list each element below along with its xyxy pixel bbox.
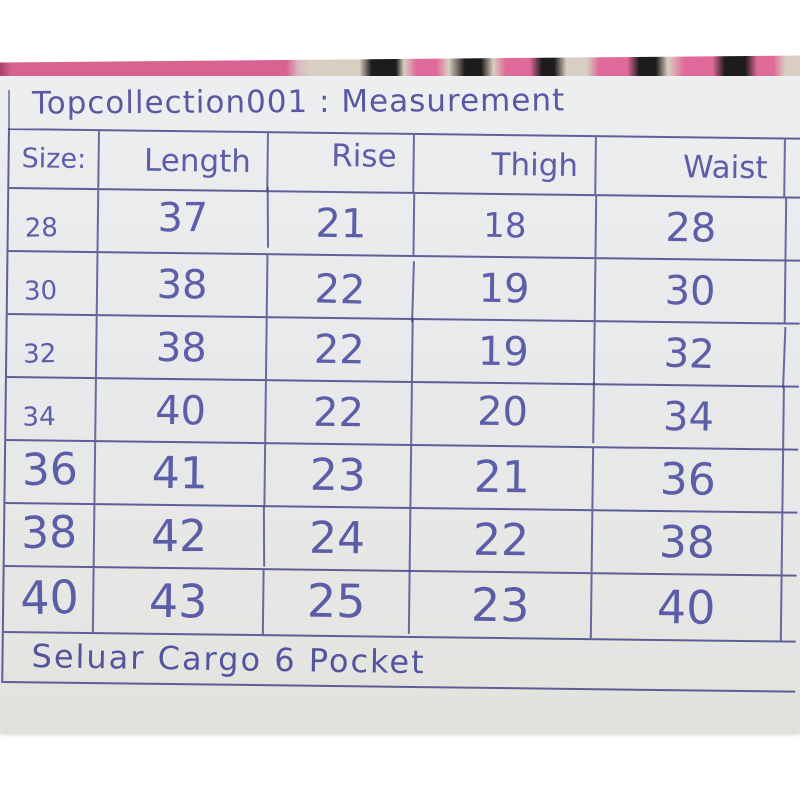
table-row: 34 40 22 20 34 <box>6 378 799 451</box>
table-footer-row: Seluar Cargo 6 Pocket <box>3 632 796 693</box>
table-cell-waist: 40 <box>591 574 783 641</box>
table-cell-rise: 23 <box>265 444 413 507</box>
table-cell-spare <box>785 325 800 386</box>
table-cell-length: 42 <box>94 505 266 568</box>
header-waist: Waist <box>595 137 786 197</box>
cell-text: 28 <box>24 213 59 244</box>
table-cell-length: 41 <box>95 442 267 506</box>
cell-text: 36 <box>21 443 79 497</box>
table-cell-length: 37 <box>98 186 270 249</box>
table-cell-rise: 25 <box>263 568 411 634</box>
table-cell-waist: 28 <box>596 196 788 260</box>
table-cell-thigh: 18 <box>414 193 598 258</box>
table-cell-length: 40 <box>96 379 267 443</box>
table-row: 30 38 22 19 30 <box>7 252 800 325</box>
table-cell-thigh: 22 <box>410 508 594 573</box>
table-row: 32 38 22 19 32 <box>6 315 800 388</box>
table-row: 28 37 21 18 28 <box>8 186 800 262</box>
table-cell-waist: 34 <box>594 385 785 449</box>
table-cell-thigh: 20 <box>412 379 595 444</box>
table-cell-size: 34 <box>6 378 97 441</box>
table-cell-spare <box>782 576 797 640</box>
table-cell-rise: 22 <box>266 381 413 444</box>
table-row: 40 43 25 23 40 <box>3 566 797 643</box>
table-cell-size: 40 <box>3 566 95 633</box>
paper-sheet: Topcollection001 : Measurement Size: Len… <box>0 76 800 733</box>
table-cell-size: 36 <box>5 441 97 504</box>
table-cell-rise: 22 <box>267 256 415 323</box>
cell-text: 38 <box>20 506 78 560</box>
footer-note: Seluar Cargo 6 Pocket <box>31 637 427 682</box>
table-cell-thigh: 19 <box>412 319 596 384</box>
table-row: 36 41 23 21 36 <box>5 441 799 514</box>
table-cell-waist: 32 <box>594 319 787 388</box>
table-cell-length: 43 <box>93 568 265 635</box>
table-cell-spare <box>783 451 798 512</box>
table-cell-thigh: 21 <box>411 445 595 510</box>
header-length: Length <box>99 131 270 191</box>
table-cell-size: 30 <box>7 252 99 315</box>
table-cell-thigh: 23 <box>409 571 593 639</box>
header-thigh: Thigh <box>414 134 597 195</box>
cell-text: 34 <box>22 402 56 433</box>
table-cell-waist: 36 <box>593 448 785 512</box>
table-cell-spare <box>784 388 799 449</box>
table-cell-waist: 38 <box>592 511 784 575</box>
table-cell-size: 28 <box>8 189 100 252</box>
measurement-table: Size: Length Rise Thigh Waist 28 37 21 1… <box>1 128 800 693</box>
paper-left-rule <box>8 90 10 130</box>
header-rise: Rise <box>268 133 415 192</box>
table-cell-rise: 21 <box>268 192 416 255</box>
table-cell-size: 38 <box>4 503 96 567</box>
header-spare <box>785 140 800 197</box>
table-cell-length: 38 <box>96 316 268 380</box>
table-row: 38 42 24 22 38 <box>4 503 798 577</box>
header-size: Size: <box>9 130 100 189</box>
cell-text: 32 <box>22 339 57 370</box>
table-cell-size: 32 <box>6 315 98 378</box>
cell-text: 30 <box>23 276 58 307</box>
table-cell-rise: 24 <box>264 507 412 570</box>
cell-text: 40 <box>19 569 80 626</box>
table-cell-length: 38 <box>97 253 269 317</box>
table-cell-spare <box>786 199 800 260</box>
table-cell-thigh: 19 <box>413 256 597 321</box>
table-cell-rise: 22 <box>266 318 414 381</box>
table-cell-waist: 30 <box>595 259 787 323</box>
table-cell-spare <box>786 262 800 323</box>
table-cell-spare <box>783 514 798 575</box>
page-title: Topcollection001 : Measurement <box>31 82 566 122</box>
